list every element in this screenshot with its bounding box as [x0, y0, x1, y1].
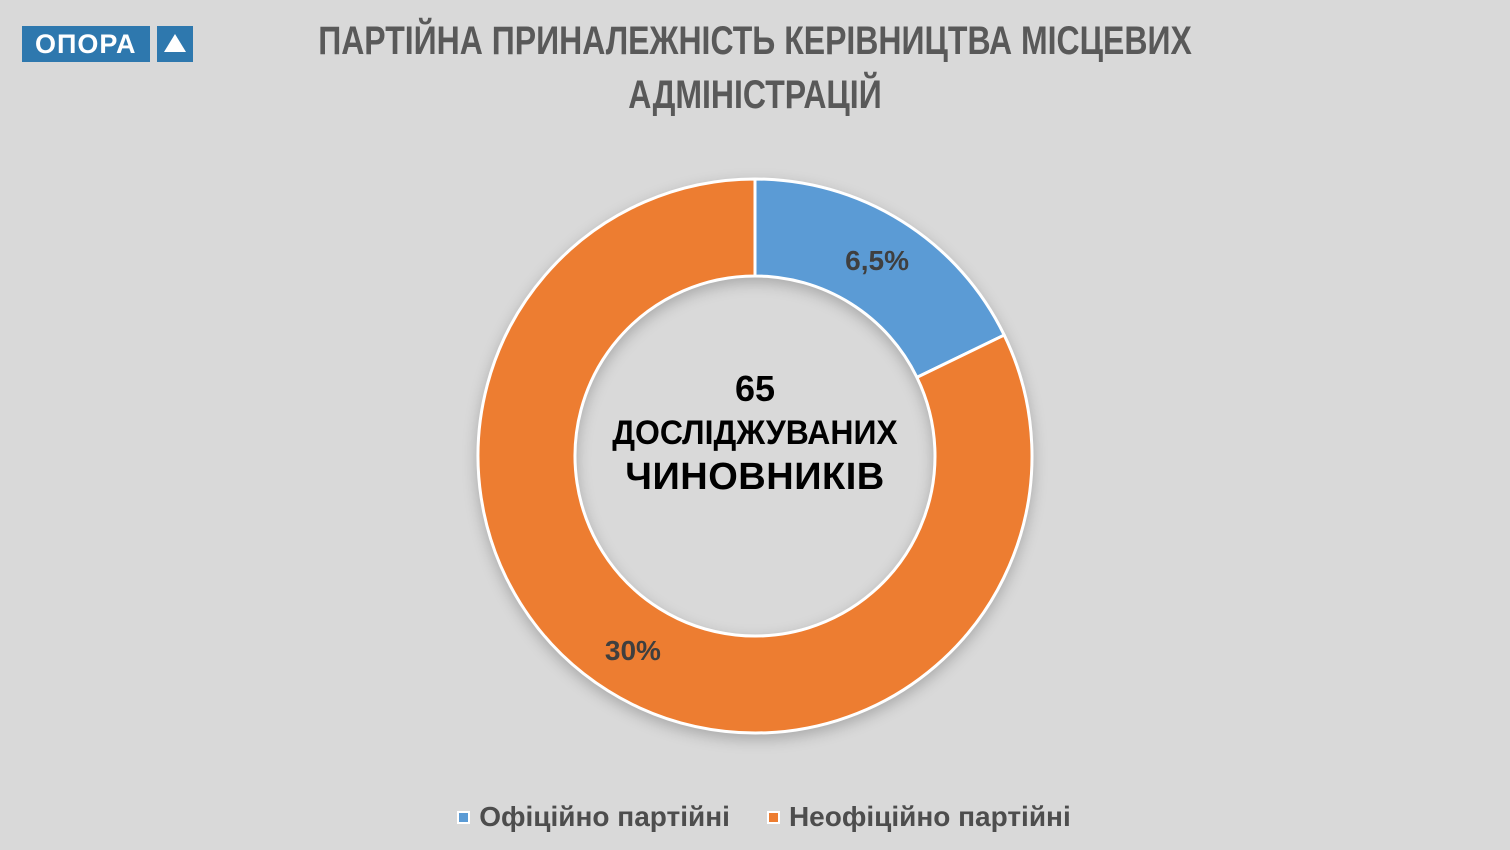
opora-logo-text: ОПОРА	[35, 28, 137, 59]
donut-chart: 65 ДОСЛІДЖУВАНИХ ЧИНОВНИКІВ 6,5% 30%	[445, 146, 1065, 766]
legend-label-officially-partisan: Офіційно партійні	[479, 801, 730, 832]
center-text-line-3: ЧИНОВНИКІВ	[625, 456, 885, 498]
legend-label-unofficially-partisan: Неофіційно партійні	[788, 801, 1071, 832]
opora-logo-mark	[156, 26, 193, 62]
legend-item-unofficially-partisan: Неофіційно партійні	[766, 801, 1071, 833]
donut-slice-0	[753, 177, 1006, 379]
donut-center-text: 65 ДОСЛІДЖУВАНИХ ЧИНОВНИКІВ	[445, 367, 1065, 499]
legend-swatch-blue-icon	[457, 810, 471, 824]
legend: Офіційно партійні Неофіційно партійні	[9, 801, 1510, 833]
legend-item-officially-partisan: Офіційно партійні	[457, 801, 730, 833]
donut-slice-1	[476, 177, 1034, 735]
center-text-line-2: ДОСЛІДЖУВАНИХ	[612, 414, 898, 452]
chart-title-line-2: АДМІНІСТРАЦІЙ	[628, 73, 882, 117]
data-label-officially-partisan: 6,5%	[845, 245, 909, 277]
data-label-unofficially-partisan: 30%	[604, 634, 661, 666]
opora-logo-wordmark: ОПОРА	[22, 26, 150, 62]
opora-logo: ОПОРА	[22, 26, 193, 62]
chart-title: ПАРТІЙНА ПРИНАЛЕЖНІСТЬ КЕРІВНИЦТВА МІСЦЕ…	[151, 14, 1359, 122]
triangle-up-icon	[163, 34, 186, 52]
legend-swatch-orange-icon	[766, 810, 780, 824]
donut-chart-svg	[476, 177, 1034, 735]
chart-title-line-1: ПАРТІЙНА ПРИНАЛЕЖНІСТЬ КЕРІВНИЦТВА МІСЦЕ…	[318, 19, 1192, 63]
center-text-count: 65	[734, 368, 776, 409]
